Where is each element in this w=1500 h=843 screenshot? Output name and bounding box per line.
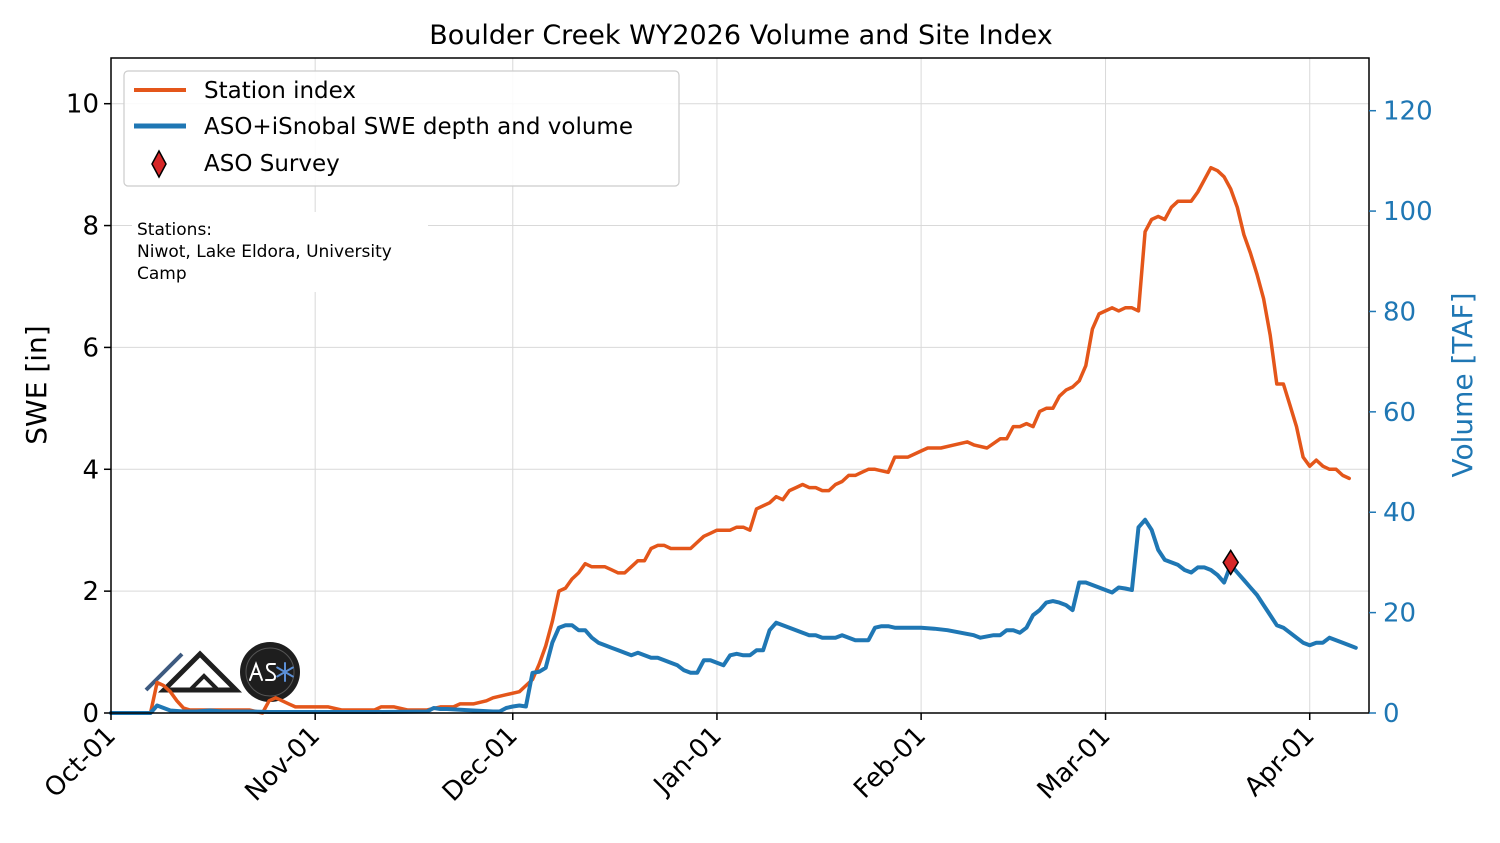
legend-label-station: Station index (204, 78, 356, 104)
legend-box (123, 70, 680, 187)
aso-logo-mark (249, 661, 277, 681)
legend-swatch-survey (151, 149, 167, 179)
logo-group (144, 642, 300, 702)
y2-tick-label-5: 100 (1383, 197, 1433, 227)
legend: Station index ASO+iSnobal SWE depth and … (123, 70, 680, 187)
series-layer (109, 165, 1358, 715)
y-tick-label-0: 0 (82, 699, 99, 729)
aso-logo-ring (245, 647, 295, 697)
stations-annotation: Stations: Niwot, Lake Eldora, University… (132, 212, 428, 292)
y2-tick-label-6: 120 (1383, 97, 1433, 127)
chart-title: Boulder Creek WY2026 Volume and Site Ind… (429, 20, 1053, 51)
legend-label-survey: ASO Survey (204, 151, 340, 177)
y-axis-label: SWE [in] (20, 325, 53, 444)
y-tick-label-2: 4 (82, 455, 99, 485)
stations-annotation-box (132, 212, 428, 292)
snowflake-icon (276, 662, 294, 682)
stations-annotation-line-1: Stations: (137, 220, 212, 240)
y2-tick-label-1: 20 (1383, 599, 1416, 629)
stations-annotation-line-2: Niwot, Lake Eldora, University (137, 242, 392, 262)
mountain-logo (144, 650, 243, 693)
y-tick-label-5: 10 (66, 90, 99, 120)
y-tick-label-1: 2 (82, 577, 99, 607)
marker-layer (1222, 549, 1240, 576)
y-tick-label-4: 8 (82, 212, 99, 242)
stations-annotation-line-3: Camp (137, 264, 187, 284)
y2-tick-label-4: 80 (1383, 297, 1416, 327)
y-tick-label-3: 6 (82, 333, 99, 363)
mountain-logo-outline (157, 650, 243, 693)
plot-frame (110, 57, 1370, 714)
mountain-logo-inner (188, 673, 220, 692)
y2-tick-label-3: 60 (1383, 398, 1416, 428)
aso-logo (240, 642, 300, 702)
y2-tick-label-0: 0 (1383, 699, 1400, 729)
series-line-station-index (109, 165, 1351, 715)
legend-label-volume: ASO+iSnobal SWE depth and volume (204, 114, 633, 140)
series-line-aso-volume (109, 517, 1358, 715)
aso-survey-marker-0 (1222, 549, 1240, 576)
mountain-logo-blue-stroke (144, 652, 184, 692)
y2-axis-label: Volume [TAF] (1446, 292, 1479, 477)
y2-tick-label-2: 40 (1383, 498, 1416, 528)
